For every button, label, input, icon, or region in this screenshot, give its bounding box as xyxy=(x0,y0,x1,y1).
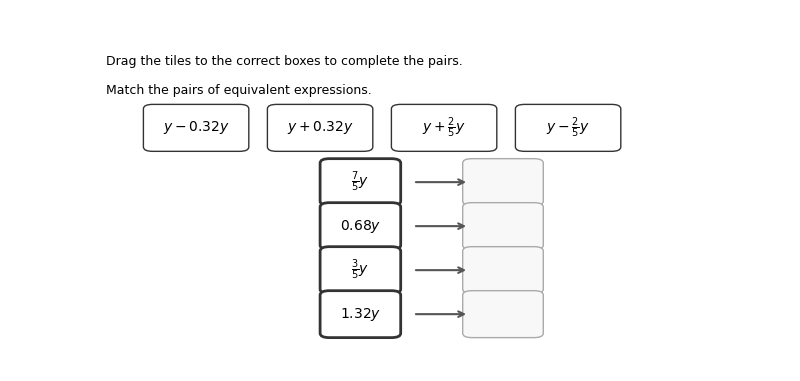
Text: $y - \frac{2}{5}y$: $y - \frac{2}{5}y$ xyxy=(546,116,590,140)
FancyBboxPatch shape xyxy=(143,104,249,151)
FancyBboxPatch shape xyxy=(320,291,401,338)
FancyBboxPatch shape xyxy=(320,247,401,294)
FancyBboxPatch shape xyxy=(391,104,497,151)
FancyBboxPatch shape xyxy=(462,247,543,294)
FancyBboxPatch shape xyxy=(515,104,621,151)
Text: Drag the tiles to the correct boxes to complete the pairs.: Drag the tiles to the correct boxes to c… xyxy=(106,54,463,67)
Text: Match the pairs of equivalent expressions.: Match the pairs of equivalent expression… xyxy=(106,84,372,97)
Text: $y + 0.32y$: $y + 0.32y$ xyxy=(286,119,354,136)
Text: $y + \frac{2}{5}y$: $y + \frac{2}{5}y$ xyxy=(422,116,466,140)
FancyBboxPatch shape xyxy=(462,291,543,338)
FancyBboxPatch shape xyxy=(320,158,401,206)
FancyBboxPatch shape xyxy=(320,203,401,250)
FancyBboxPatch shape xyxy=(462,158,543,206)
Text: $\frac{7}{5}y$: $\frac{7}{5}y$ xyxy=(351,170,370,194)
Text: $0.68y$: $0.68y$ xyxy=(340,218,381,235)
Text: $y - 0.32y$: $y - 0.32y$ xyxy=(162,119,230,136)
FancyBboxPatch shape xyxy=(462,203,543,250)
Text: $\frac{3}{5}y$: $\frac{3}{5}y$ xyxy=(351,258,370,282)
Text: $1.32y$: $1.32y$ xyxy=(340,306,381,323)
FancyBboxPatch shape xyxy=(267,104,373,151)
